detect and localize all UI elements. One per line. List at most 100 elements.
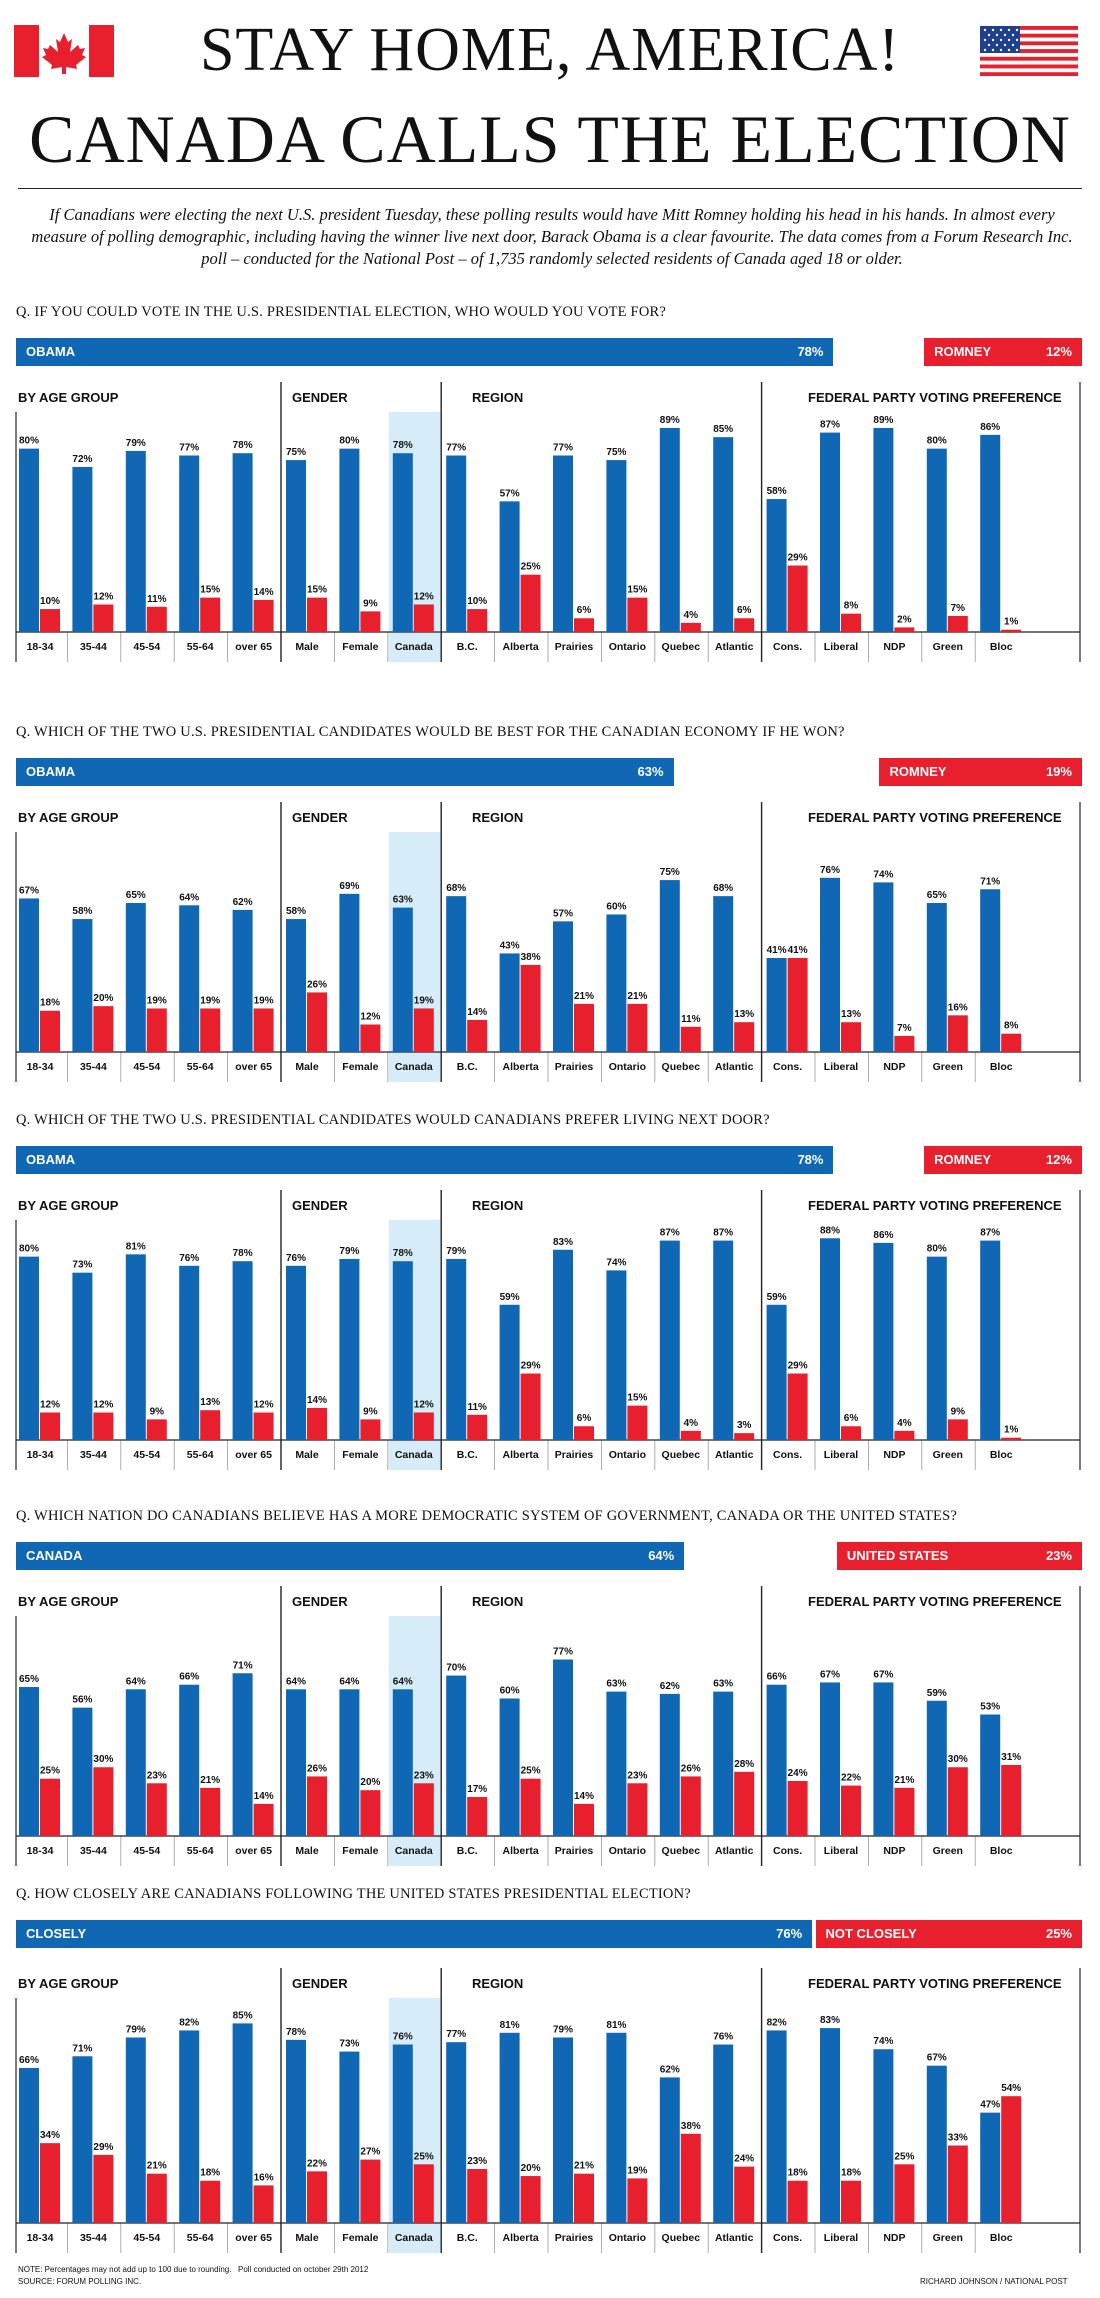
group-header: REGION: [472, 1976, 523, 1991]
data-label-secondary: 25%: [894, 2151, 914, 2162]
bar-secondary: [40, 2143, 60, 2223]
data-label-secondary: 12%: [93, 1399, 113, 1410]
bar-primary: [125, 903, 146, 1052]
data-label-primary: 87%: [820, 420, 840, 431]
data-label-primary: 78%: [233, 440, 253, 451]
data-label-secondary: 25%: [414, 2151, 434, 2162]
category-label: Bloc: [990, 2232, 1013, 2244]
title-divider: [18, 188, 1082, 189]
bar-primary: [179, 1265, 200, 1440]
data-label-primary: 63%: [713, 1679, 733, 1690]
category-label: Liberal: [824, 1061, 859, 1073]
category-label: Liberal: [824, 1449, 859, 1461]
bar-primary: [125, 1254, 146, 1440]
category-label: 35-44: [80, 1449, 107, 1461]
category-label: Cons.: [773, 1449, 802, 1461]
data-label-primary: 63%: [606, 1679, 626, 1690]
bar-primary: [286, 919, 306, 1052]
group-header: GENDER: [292, 1198, 348, 1213]
category-label: 45-54: [133, 2232, 160, 2244]
category-label: 18-34: [27, 2232, 54, 2244]
question-title: Q. HOW CLOSELY ARE CANADIANS FOLLOWING T…: [16, 1886, 691, 1902]
category-label: over 65: [235, 2232, 272, 2244]
bar-primary: [19, 1687, 39, 1836]
bar-primary: [553, 455, 573, 632]
data-label-primary: 64%: [126, 1676, 146, 1687]
data-label-secondary: 7%: [951, 603, 966, 614]
data-label-primary: 77%: [179, 443, 199, 454]
bar-primary: [446, 455, 467, 632]
data-label-primary: 83%: [820, 2015, 840, 2026]
data-label-secondary: 23%: [627, 1770, 647, 1781]
data-label-secondary: 9%: [150, 1406, 165, 1417]
data-label-secondary: 18%: [841, 2168, 861, 2179]
category-label: Male: [295, 2232, 319, 2244]
bar-secondary: [307, 992, 327, 1052]
category-label: Bloc: [990, 1845, 1013, 1857]
bar-secondary: [360, 2159, 381, 2223]
data-label-primary: 71%: [233, 1660, 253, 1671]
bar-secondary: [787, 958, 808, 1052]
category-label: Canada: [395, 641, 433, 653]
bar-secondary: [253, 1008, 274, 1052]
bar-secondary: [360, 1024, 381, 1052]
bar-secondary: [467, 1797, 488, 1836]
category-label: Prairies: [555, 1061, 594, 1073]
data-label-secondary: 9%: [363, 1406, 378, 1417]
category-label: Prairies: [555, 1449, 594, 1461]
data-label-secondary: 21%: [627, 991, 647, 1002]
category-label: Quebec: [662, 641, 701, 653]
category-label: 55-64: [187, 641, 214, 653]
data-label-primary: 80%: [927, 436, 947, 447]
category-label: Atlantic: [715, 1845, 754, 1857]
data-label-primary: 62%: [660, 1681, 680, 1692]
data-label-secondary: 26%: [307, 1763, 327, 1774]
demographic-bar-chart: BY AGE GROUP GENDER REGION FEDERAL PARTY VO…: [15, 1968, 1081, 2253]
data-label-secondary: 1%: [1004, 617, 1019, 628]
data-label-secondary: 54%: [1001, 2083, 1021, 2094]
bar-secondary: [413, 1008, 434, 1052]
category-label: Canada: [395, 1061, 433, 1073]
data-label-primary: 82%: [179, 2017, 199, 2028]
data-label-secondary: 6%: [577, 605, 592, 616]
data-label-primary: 77%: [553, 1647, 573, 1658]
bar-secondary: [680, 1430, 701, 1440]
bar-primary: [766, 499, 787, 632]
category-label: Female: [342, 1845, 378, 1857]
data-label-secondary: 18%: [788, 2168, 808, 2179]
data-label-primary: 47%: [980, 2100, 1000, 2111]
data-label-primary: 43%: [500, 940, 520, 951]
bar-primary: [446, 896, 467, 1052]
category-label: Alberta: [503, 1449, 539, 1461]
data-label-primary: 68%: [713, 883, 733, 894]
bar-secondary: [787, 1780, 808, 1836]
bar-secondary: [307, 1776, 327, 1836]
bar-primary: [339, 893, 360, 1052]
bar-primary: [339, 2051, 360, 2223]
data-label-primary: 80%: [339, 436, 359, 447]
data-label-secondary: 4%: [684, 610, 699, 621]
data-label-primary: 65%: [19, 1674, 39, 1685]
bar-secondary: [146, 1783, 167, 1836]
category-label: Atlantic: [715, 1449, 754, 1461]
data-label-secondary: 12%: [254, 1399, 274, 1410]
bar-primary: [232, 453, 253, 632]
group-header: GENDER: [292, 390, 348, 405]
bar-primary: [766, 1684, 787, 1836]
bar-secondary: [734, 2166, 755, 2223]
data-label-primary: 60%: [606, 901, 626, 912]
data-label-secondary: 24%: [788, 1768, 808, 1779]
data-label-primary: 53%: [980, 1702, 1000, 1713]
bar-primary: [659, 1240, 680, 1440]
bar-secondary: [146, 1419, 167, 1440]
bar-primary: [179, 455, 200, 632]
category-label: over 65: [235, 1845, 272, 1857]
bar-primary: [926, 1700, 947, 1836]
data-label-primary: 81%: [606, 2020, 626, 2031]
bar-primary: [392, 907, 413, 1052]
category-label: Atlantic: [715, 641, 754, 653]
data-label-primary: 89%: [873, 415, 893, 426]
bar-primary: [980, 1714, 1001, 1836]
category-label: B.C.: [457, 641, 478, 653]
bar-primary: [446, 1258, 467, 1440]
